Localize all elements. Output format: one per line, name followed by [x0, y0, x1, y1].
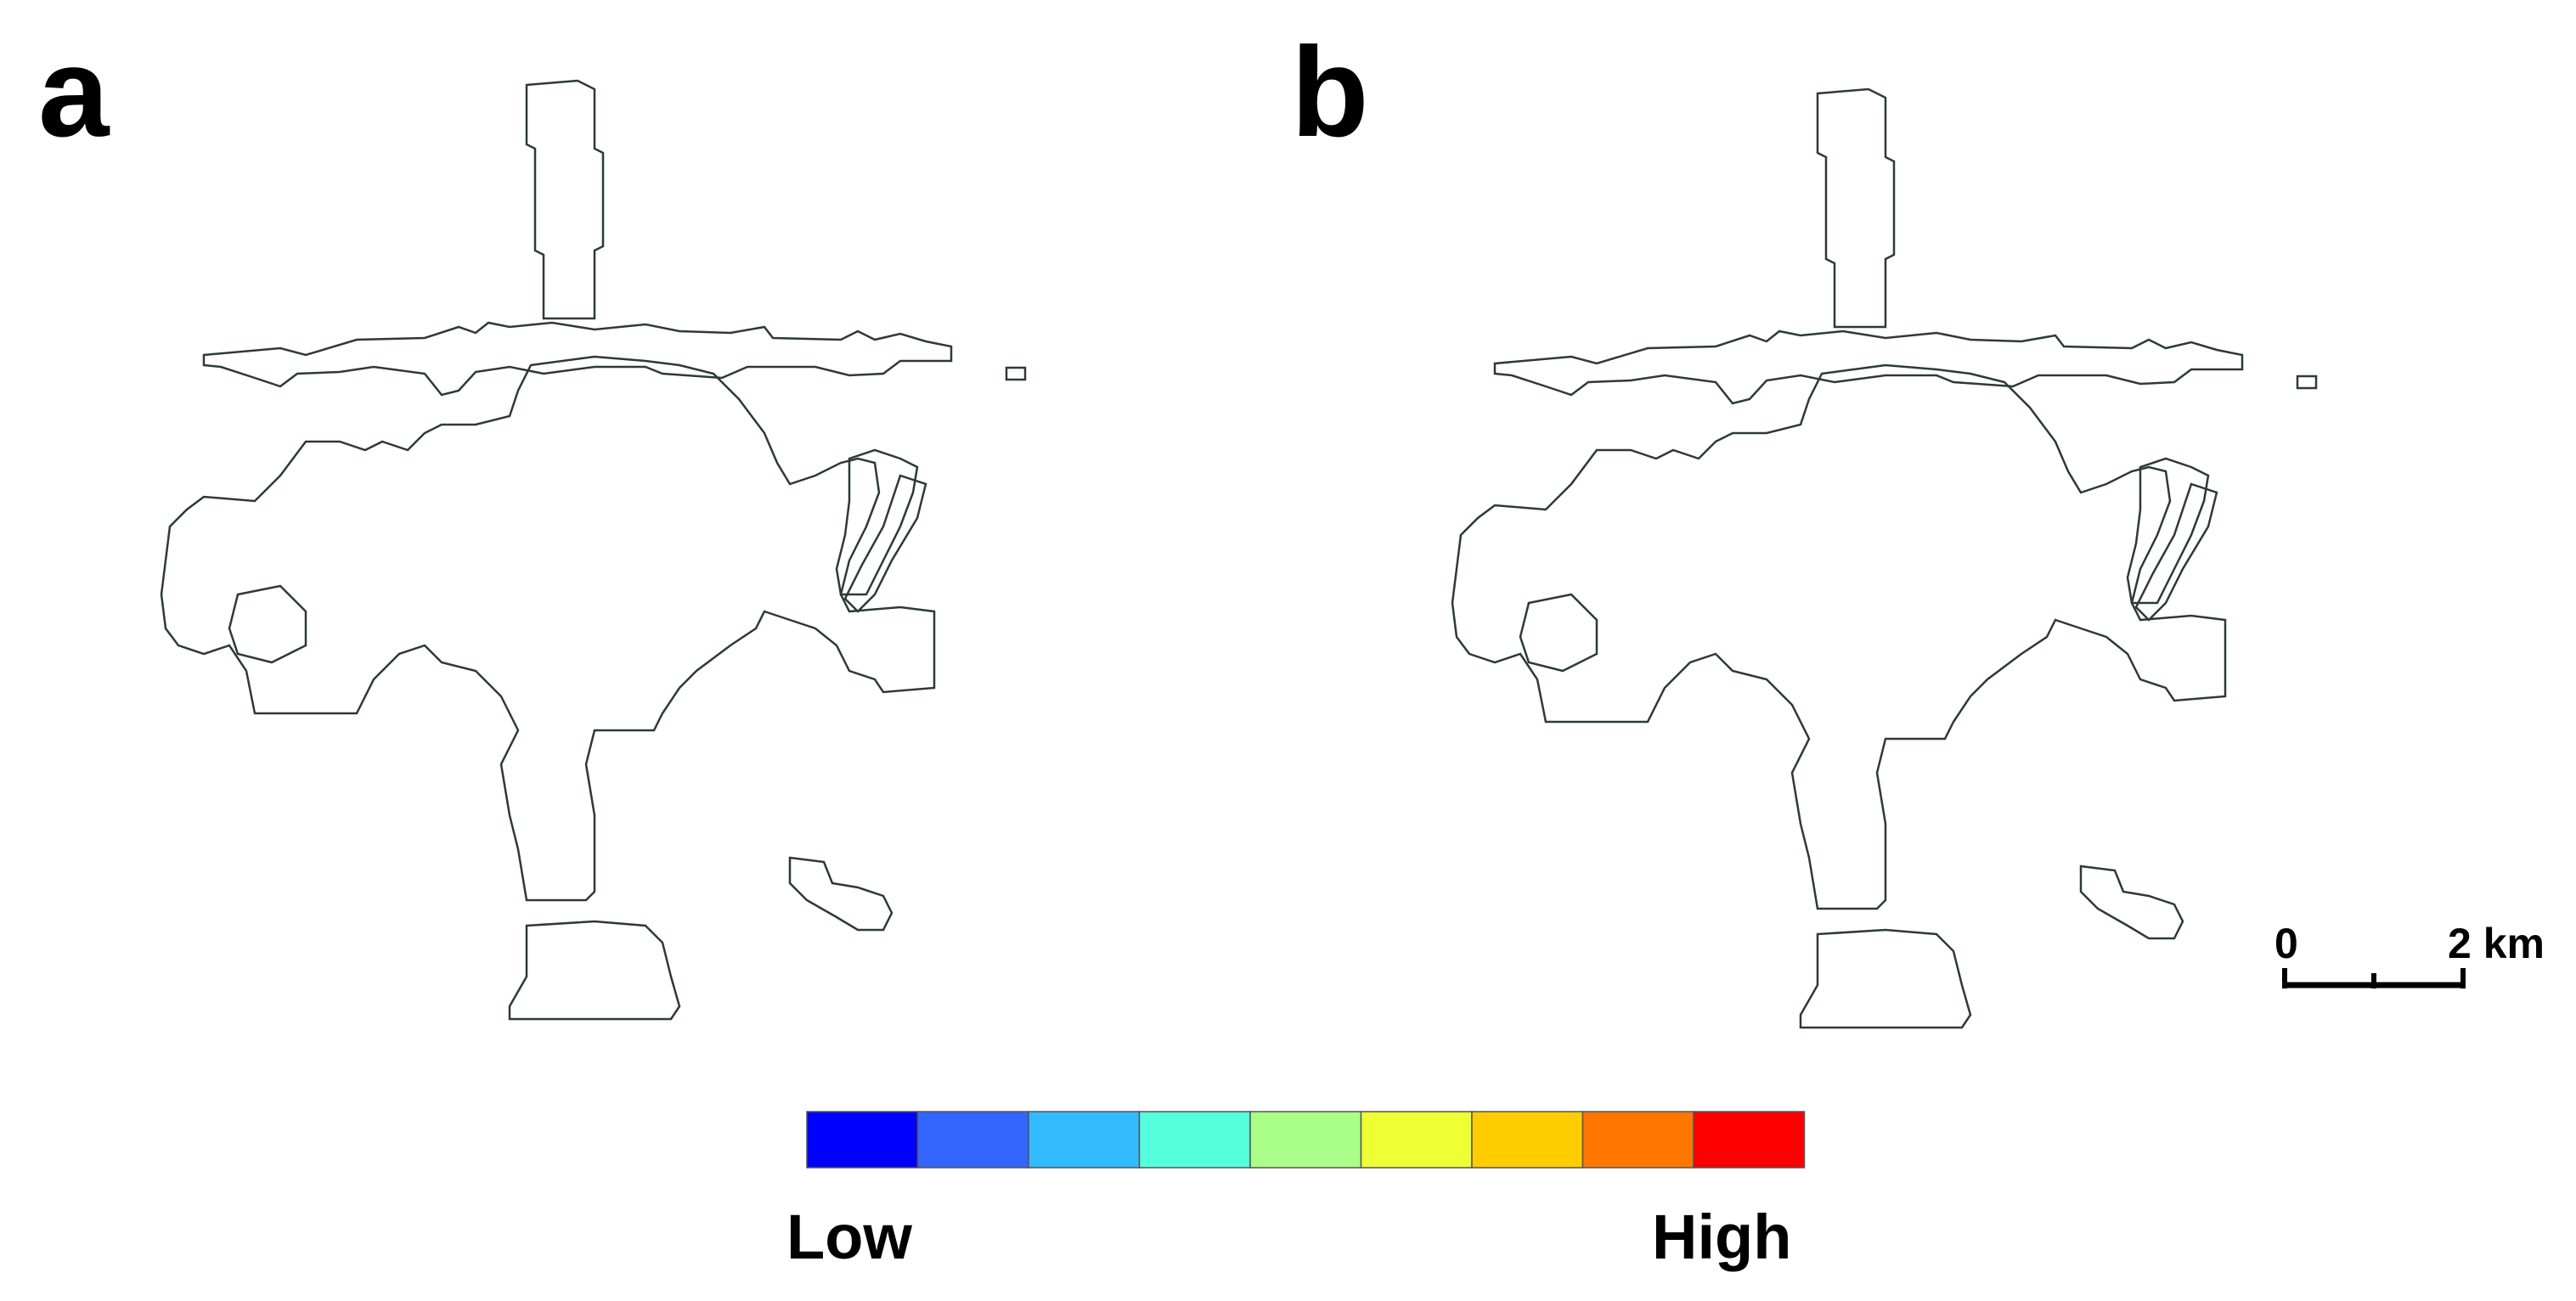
legend-swatch-2	[916, 1111, 1029, 1169]
map-panel-b	[1451, 87, 2318, 1029]
legend-swatches	[806, 1111, 1806, 1169]
legend-low-label: Low	[786, 1202, 912, 1272]
legend-swatch-1	[806, 1111, 919, 1169]
legend-swatch-5	[1249, 1111, 1362, 1169]
panel-label-a: a	[38, 20, 110, 163]
scale-start-label: 0	[2274, 920, 2298, 967]
legend-high-label: High	[1652, 1202, 1791, 1272]
legend-swatch-6	[1360, 1111, 1473, 1169]
scale-end-label: 2 km	[2448, 920, 2545, 967]
color-legend: Low High	[786, 1111, 1806, 1272]
legend-swatch-3	[1028, 1111, 1141, 1169]
legend-swatch-9	[1693, 1111, 1806, 1169]
legend-swatch-8	[1581, 1111, 1694, 1169]
scale-bar: 0 2 km	[2274, 920, 2545, 988]
legend-swatch-4	[1138, 1111, 1251, 1169]
panel-label-b: b	[1291, 20, 1369, 163]
map-panel-a	[160, 79, 1027, 1021]
legend-swatch-7	[1471, 1111, 1584, 1169]
